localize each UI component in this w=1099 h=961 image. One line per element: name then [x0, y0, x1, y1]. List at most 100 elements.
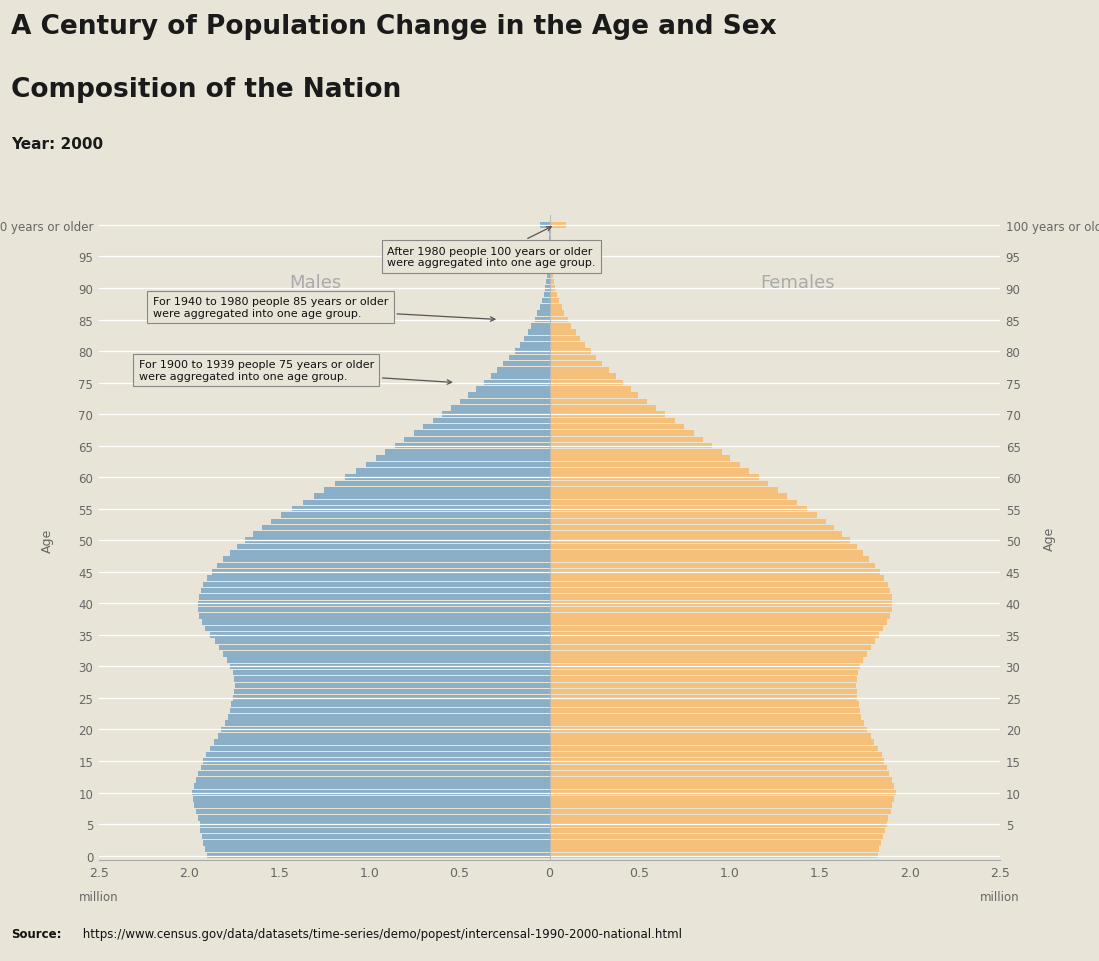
- Bar: [550, 652, 867, 657]
- Bar: [404, 437, 550, 443]
- Bar: [550, 576, 885, 581]
- Bar: [524, 336, 550, 342]
- Bar: [550, 657, 864, 663]
- Bar: [395, 443, 550, 449]
- Bar: [550, 531, 842, 537]
- Bar: [550, 260, 551, 266]
- Bar: [234, 689, 550, 695]
- Bar: [550, 746, 878, 752]
- Bar: [550, 487, 778, 493]
- Text: Source:: Source:: [11, 926, 62, 940]
- Bar: [550, 519, 825, 525]
- Bar: [433, 418, 550, 424]
- Bar: [356, 469, 550, 474]
- Bar: [199, 595, 550, 601]
- Bar: [313, 494, 550, 500]
- Bar: [550, 324, 571, 330]
- Bar: [210, 746, 550, 752]
- Bar: [201, 765, 550, 771]
- Bar: [509, 356, 550, 360]
- Text: Age: Age: [1043, 526, 1056, 551]
- Bar: [548, 267, 550, 273]
- Bar: [550, 292, 557, 298]
- Bar: [550, 311, 565, 316]
- Bar: [550, 645, 870, 651]
- Bar: [550, 809, 890, 814]
- Bar: [550, 696, 857, 701]
- Bar: [206, 627, 550, 631]
- Bar: [235, 683, 550, 688]
- Bar: [452, 406, 550, 411]
- Bar: [550, 456, 731, 461]
- Bar: [227, 714, 550, 720]
- Bar: [550, 777, 891, 783]
- Bar: [550, 733, 870, 739]
- Bar: [324, 487, 550, 493]
- Bar: [550, 853, 877, 858]
- Bar: [414, 431, 550, 436]
- Bar: [550, 513, 817, 518]
- Bar: [550, 526, 834, 530]
- Bar: [225, 721, 550, 727]
- Bar: [198, 815, 550, 821]
- Bar: [550, 556, 869, 562]
- Bar: [218, 733, 550, 739]
- Bar: [550, 418, 675, 424]
- Bar: [223, 652, 550, 657]
- Bar: [550, 273, 553, 279]
- Bar: [550, 815, 888, 821]
- Bar: [233, 696, 550, 701]
- Bar: [532, 324, 550, 330]
- Bar: [550, 336, 580, 342]
- Bar: [207, 853, 550, 858]
- Bar: [335, 481, 550, 487]
- Bar: [550, 443, 712, 449]
- Bar: [550, 469, 750, 474]
- Bar: [198, 601, 550, 606]
- Bar: [198, 771, 550, 776]
- Bar: [550, 632, 879, 638]
- Bar: [192, 797, 550, 801]
- Bar: [550, 714, 862, 720]
- Bar: [281, 513, 550, 518]
- Bar: [385, 450, 550, 456]
- Bar: [550, 627, 884, 631]
- Text: For 1940 to 1980 people 85 years or older
were aggregated into one age group.: For 1940 to 1980 people 85 years or olde…: [153, 297, 495, 322]
- Bar: [484, 381, 550, 386]
- Bar: [222, 727, 550, 732]
- Bar: [550, 840, 881, 846]
- Bar: [550, 538, 850, 544]
- Bar: [550, 827, 885, 833]
- Bar: [366, 462, 550, 468]
- Bar: [207, 752, 550, 757]
- Bar: [550, 639, 875, 644]
- Bar: [550, 481, 768, 487]
- Bar: [537, 311, 550, 316]
- Bar: [550, 437, 703, 443]
- Bar: [550, 368, 609, 374]
- Text: For 1900 to 1939 people 75 years or older
were aggregated into one age group.: For 1900 to 1939 people 75 years or olde…: [138, 359, 452, 384]
- Bar: [200, 613, 550, 619]
- Bar: [197, 777, 550, 783]
- Bar: [219, 645, 550, 651]
- Bar: [550, 450, 722, 456]
- Bar: [262, 526, 550, 530]
- Bar: [203, 840, 550, 846]
- Bar: [303, 500, 550, 505]
- Bar: [550, 797, 895, 801]
- Bar: [544, 292, 550, 298]
- Bar: [468, 393, 550, 399]
- Bar: [197, 809, 550, 814]
- Bar: [550, 494, 787, 500]
- Bar: [227, 657, 550, 663]
- Bar: [550, 280, 554, 285]
- Bar: [550, 847, 879, 852]
- Bar: [291, 506, 550, 512]
- Bar: [550, 500, 797, 505]
- Text: Males: Males: [289, 273, 342, 291]
- Bar: [550, 305, 562, 310]
- Bar: [550, 544, 857, 550]
- Bar: [550, 393, 639, 399]
- Bar: [528, 330, 550, 335]
- Bar: [514, 349, 550, 355]
